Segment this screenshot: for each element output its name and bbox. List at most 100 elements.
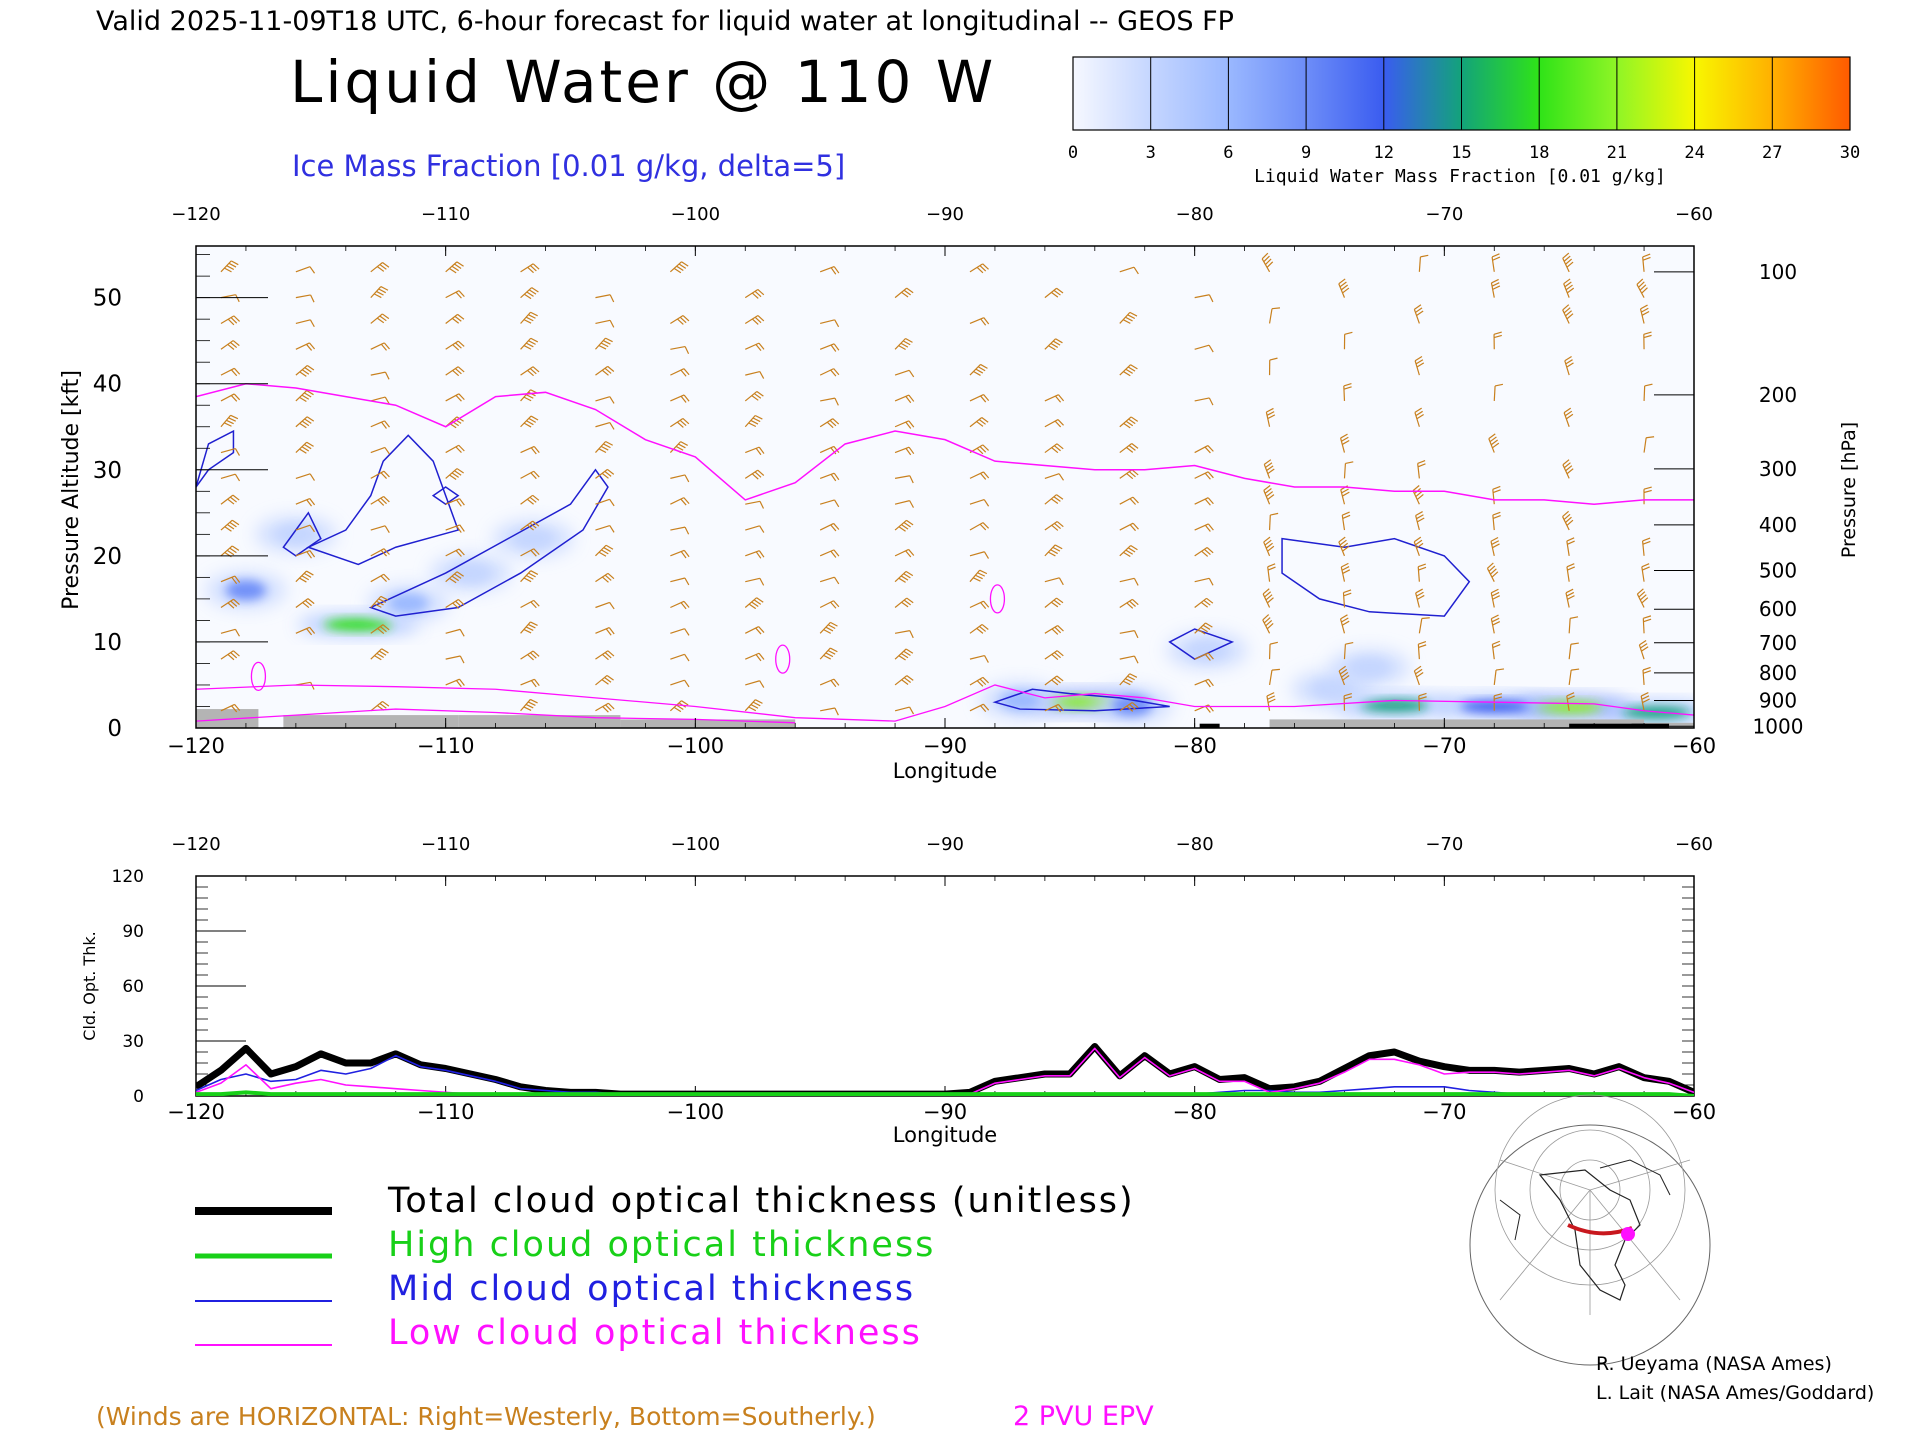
wind-barb-feather <box>973 577 981 582</box>
wind-barb-feather <box>748 706 757 712</box>
wind-barb-feather <box>1055 395 1062 403</box>
wind-barb-feather <box>1418 692 1427 697</box>
wind-barb-feather <box>680 551 687 559</box>
wind-barb-feather <box>1418 696 1427 700</box>
wind-barb <box>1343 461 1354 479</box>
main-x-tick-label-top: −100 <box>671 204 720 225</box>
wind-barb-feather <box>1562 510 1569 518</box>
wind-barb-feather <box>1127 547 1136 553</box>
wind-barb-feather <box>1054 652 1061 659</box>
wind-barb <box>445 524 465 533</box>
wind-barb-staff <box>745 652 760 660</box>
wind-barb-feather <box>602 340 611 345</box>
wind-barb-staff <box>1563 412 1570 427</box>
wind-barb-staff <box>969 600 984 609</box>
wind-barb-staff <box>744 699 756 712</box>
wind-barb-feather <box>456 468 464 474</box>
wind-barb-feather <box>1416 672 1424 678</box>
wind-barb-staff <box>445 628 461 634</box>
wind-barb-feather <box>1271 668 1280 671</box>
wind-barb-staff <box>894 500 910 505</box>
wind-barb-feather <box>452 369 460 377</box>
wind-barb-feather <box>306 570 314 576</box>
wind-barb-feather <box>227 498 235 505</box>
wind-barb <box>295 266 316 274</box>
wind-barb-staff <box>1268 515 1271 531</box>
wind-barb-feather <box>609 602 615 610</box>
main-x-tick-label-top: −110 <box>421 204 470 225</box>
wind-barb-feather <box>1418 566 1427 571</box>
wind-barb-feather <box>1058 473 1065 481</box>
wind-barb <box>295 441 314 454</box>
main-x-tick-label: −110 <box>417 734 475 758</box>
wind-barb-feather <box>299 448 307 454</box>
wind-barb-staff <box>670 345 686 350</box>
wind-barb-feather <box>1126 447 1134 453</box>
wind-barb-feather <box>748 422 757 428</box>
wind-barb-feather <box>605 704 612 711</box>
wind-barb-feather <box>456 499 462 507</box>
wind-barb-feather <box>458 548 465 556</box>
wind-barb <box>595 294 615 303</box>
wind-barb <box>744 414 763 428</box>
wind-barb-feather <box>1265 491 1274 497</box>
wind-barb-staff <box>370 525 386 531</box>
wind-barb-feather <box>1563 462 1571 469</box>
wind-barb-feather <box>309 524 316 533</box>
wind-barb-feather <box>533 446 540 454</box>
wind-barb-staff <box>819 621 831 634</box>
wind-barb <box>670 549 690 559</box>
wind-barb-feather <box>983 471 990 479</box>
wind-barb <box>1194 445 1214 454</box>
wind-barb-feather <box>1418 641 1427 645</box>
wind-barb <box>969 394 990 403</box>
wind-barb-feather <box>1048 345 1056 351</box>
colorbar-tick-label: 18 <box>1529 143 1549 163</box>
wind-barb-feather <box>1641 287 1648 294</box>
wind-barb-staff <box>1119 469 1133 479</box>
wind-barb-feather <box>1416 362 1425 368</box>
wind-barb-feather <box>528 572 536 578</box>
wind-barb <box>1119 655 1139 664</box>
wind-barb-feather <box>1636 588 1644 595</box>
wind-barb-feather <box>1493 331 1502 335</box>
wind-barb-feather <box>756 597 764 603</box>
wind-barb-feather <box>223 422 232 427</box>
wind-barb-feather <box>377 499 385 506</box>
wind-barb-feather <box>673 267 682 274</box>
wind-barb-feather <box>1642 540 1651 545</box>
ice-contour <box>431 486 460 506</box>
wind-barb <box>1640 692 1650 711</box>
surface-marker <box>1199 723 1220 728</box>
wind-barb-feather <box>982 522 990 529</box>
wind-barb-feather <box>1123 422 1131 429</box>
wind-barb <box>445 366 465 377</box>
wind-barb-feather <box>1639 284 1647 291</box>
wind-barb-staff <box>1342 592 1346 608</box>
wind-barb-staff <box>1119 311 1131 324</box>
wind-barb-staff <box>1417 566 1420 582</box>
wind-barb-feather <box>898 577 906 583</box>
wind-barb-feather <box>226 524 235 530</box>
wind-barb-feather <box>459 678 465 686</box>
main-x-tick-label: −80 <box>1173 734 1217 758</box>
wind-barb-feather <box>758 652 765 660</box>
wind-barb-feather <box>1643 486 1652 490</box>
wind-barb-feather <box>376 317 385 324</box>
wind-barb-staff <box>1417 463 1420 479</box>
pressure-tick-label: 400 <box>1759 513 1797 537</box>
wind-barb-staff <box>1119 416 1132 428</box>
wind-barb-feather <box>1051 524 1059 531</box>
wind-barb-staff <box>670 600 685 609</box>
wind-barb-feather <box>604 367 612 374</box>
wind-barb-staff <box>370 495 384 505</box>
wind-barb-feather <box>1495 668 1505 671</box>
wind-barb-feather <box>755 447 762 456</box>
wind-barb <box>745 525 765 533</box>
wind-barb-feather <box>1487 562 1494 569</box>
wind-barb-staff <box>220 650 234 660</box>
wind-barb-feather <box>1642 698 1650 704</box>
wind-barb-feather <box>234 629 240 637</box>
wind-barb-feather <box>1644 383 1653 387</box>
wind-barb-feather <box>1416 413 1424 420</box>
